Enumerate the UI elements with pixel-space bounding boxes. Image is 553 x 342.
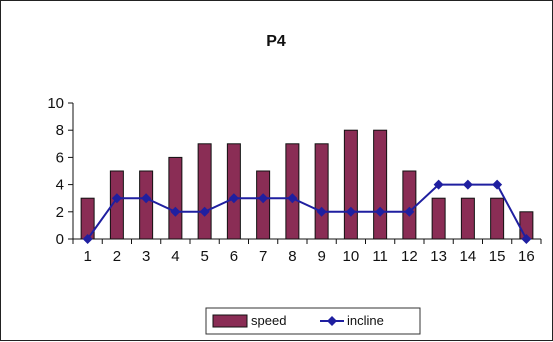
speed-bar (168, 156, 183, 240)
incline-point (258, 193, 269, 204)
speed-bar (373, 129, 388, 240)
incline-line (86, 183, 528, 240)
speed-bar (314, 143, 329, 240)
incline-point (345, 206, 356, 217)
y-axis: 0 2 4 6 8 10 (47, 95, 74, 248)
y-tick-label: 8 (56, 122, 64, 139)
x-tick-label: 9 (317, 248, 325, 265)
x-tick-label: 10 (343, 248, 360, 265)
incline-point (199, 206, 210, 217)
legend-incline-label: incline (347, 313, 384, 328)
incline-point (111, 193, 122, 204)
x-tick-label: 8 (288, 248, 296, 265)
x-tick-label: 16 (518, 248, 535, 265)
x-tick-label: 7 (259, 248, 267, 265)
incline-point (404, 206, 415, 217)
x-tick-label: 4 (171, 248, 179, 265)
speed-bar (109, 170, 124, 240)
incline-point (375, 206, 386, 217)
incline-point (141, 193, 152, 204)
incline-point (462, 179, 473, 190)
x-tick-label: 6 (230, 248, 238, 265)
y-tick-label: 10 (47, 95, 64, 112)
speed-bar (490, 197, 505, 240)
speed-bar (256, 170, 271, 240)
speed-bar (139, 170, 154, 240)
x-tick-label: 2 (113, 248, 121, 265)
speed-bar (285, 143, 300, 240)
speed-bar (197, 143, 212, 240)
speed-bar (226, 143, 241, 240)
x-tick-label: 11 (372, 248, 388, 265)
incline-point (521, 234, 532, 244)
x-tick-label: 13 (430, 248, 447, 265)
y-tick-label: 6 (56, 149, 64, 166)
x-tick-label: 12 (401, 248, 418, 265)
x-tick-label: 15 (489, 248, 506, 265)
line-series (82, 179, 532, 244)
x-tick-label: 14 (460, 248, 477, 265)
x-tick-label: 1 (83, 248, 91, 265)
y-tick-label: 2 (56, 204, 64, 221)
incline-point (316, 206, 327, 217)
y-tick-label: 4 (56, 177, 64, 194)
speed-bar (343, 129, 358, 240)
speed-bar (460, 197, 475, 240)
legend-speed-swatch (212, 314, 248, 328)
incline-point (82, 234, 93, 244)
incline-point (170, 206, 181, 217)
incline-point (433, 179, 444, 190)
legend-incline-marker (327, 316, 337, 326)
chart-title: P4 (266, 33, 286, 50)
incline-point (228, 193, 239, 204)
legend-speed-label: speed (251, 313, 286, 328)
y-tick-label: 0 (56, 231, 64, 248)
incline-point (287, 193, 298, 204)
x-tick-label: 5 (200, 248, 208, 265)
x-tick-label: 3 (142, 248, 150, 265)
speed-bar (431, 197, 446, 240)
incline-point (492, 179, 503, 190)
legend: speed incline (205, 307, 421, 335)
speed-bar (402, 170, 417, 240)
x-axis: 1 2 3 4 5 6 7 8 9 10 11 12 13 14 15 16 (72, 238, 542, 265)
